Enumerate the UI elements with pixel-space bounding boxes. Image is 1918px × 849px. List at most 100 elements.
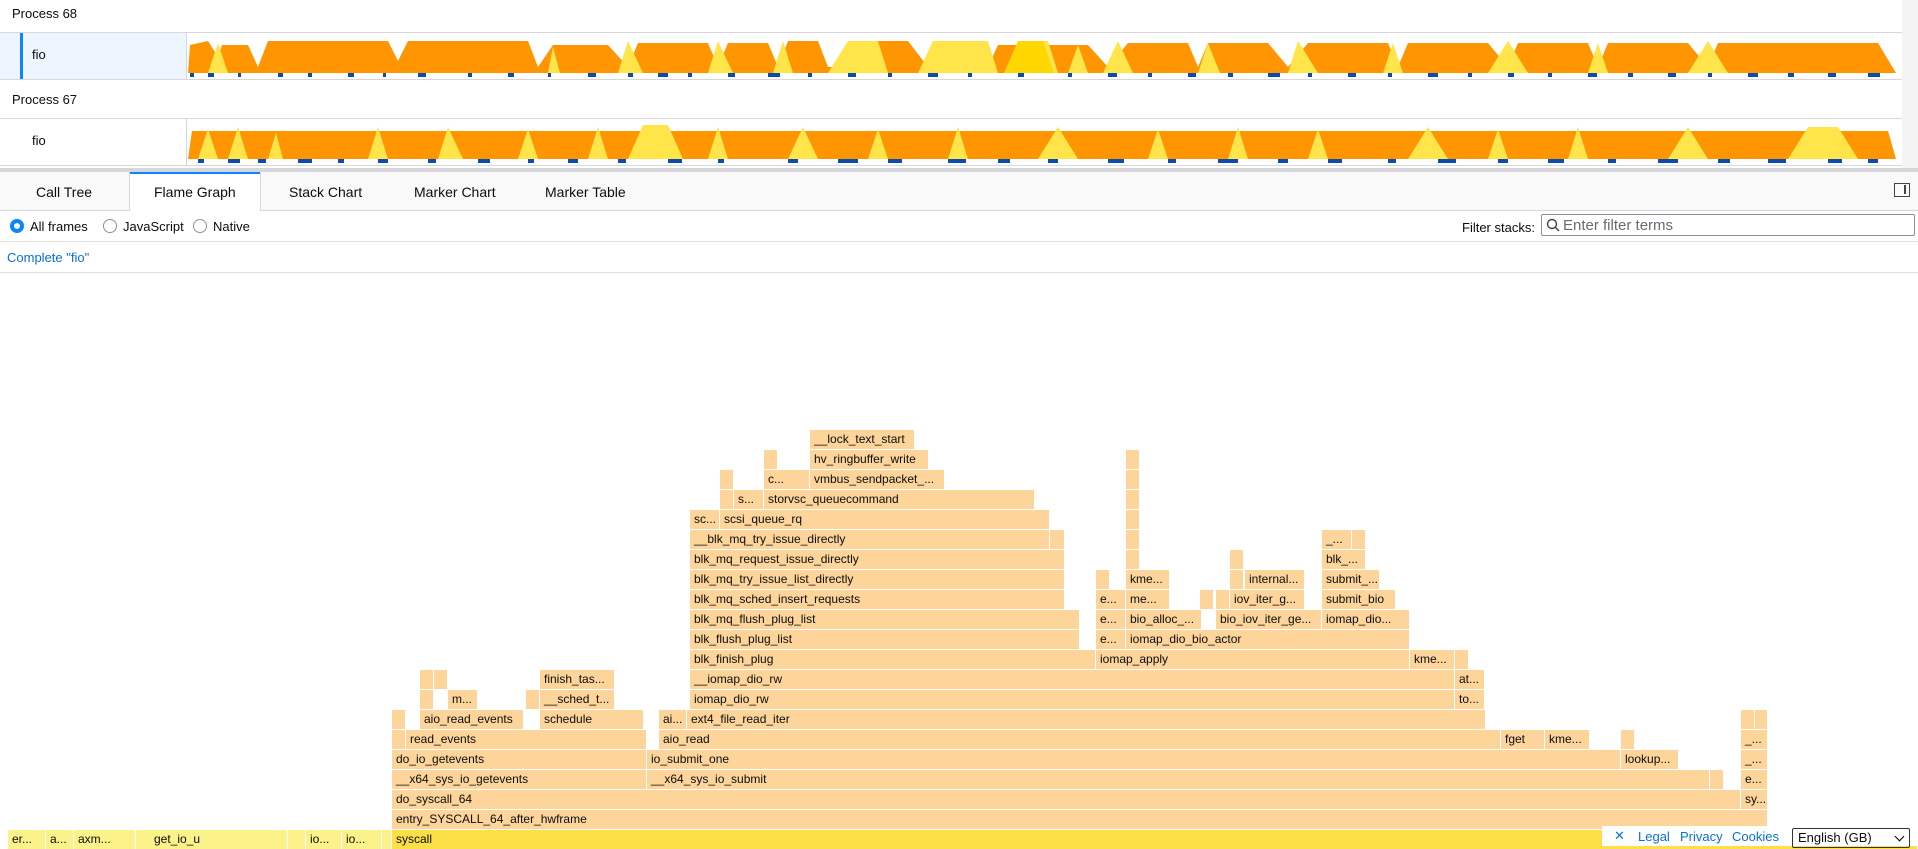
flame-frame[interactable]: iomap_dio_rw xyxy=(690,690,1455,709)
flame-frame[interactable]: io_submit_one xyxy=(647,750,1621,769)
tracks-scrollbar[interactable] xyxy=(1902,0,1918,170)
privacy-link[interactable]: Privacy xyxy=(1680,829,1723,844)
flame-frame[interactable]: a... xyxy=(46,830,74,849)
flame-frame[interactable]: finish_tas... xyxy=(540,670,615,689)
flame-frame[interactable]: __x64_sys_io_submit xyxy=(647,770,1710,789)
radio-checked-icon xyxy=(10,219,24,233)
flame-frame[interactable]: s... xyxy=(734,490,764,509)
flame-frame[interactable]: __x64_sys_io_getevents xyxy=(392,770,647,789)
flame-frame[interactable]: io... xyxy=(342,830,382,849)
tab-marker-table[interactable]: Marker Table xyxy=(545,184,626,200)
thread-activity-graph[interactable] xyxy=(188,123,1898,163)
flame-frame[interactable]: at... xyxy=(1455,670,1485,689)
flame-frame[interactable]: do_syscall_64 xyxy=(392,790,1741,809)
process-header[interactable]: Process 68 xyxy=(0,0,1902,33)
sidebar-toggle-icon[interactable] xyxy=(1894,183,1910,197)
legal-link[interactable]: Legal xyxy=(1638,829,1670,844)
flame-frame[interactable] xyxy=(288,830,306,849)
flame-frame[interactable]: __sched_t... xyxy=(540,690,615,709)
flame-frame[interactable]: ai... xyxy=(659,710,687,729)
flame-frame[interactable]: blk_flush_plug_list xyxy=(690,630,1080,649)
breadcrumb-item-root[interactable]: Complete "fio" xyxy=(7,250,90,265)
flame-frame[interactable]: blk_finish_plug xyxy=(690,650,1096,669)
language-select[interactable]: English (GB) xyxy=(1792,828,1910,848)
flame-frame[interactable]: kme... xyxy=(1410,650,1455,669)
flame-frame[interactable]: blk_mq_try_issue_list_directly xyxy=(690,570,1065,589)
flame-frame[interactable]: storvsc_queuecommand xyxy=(764,490,1035,509)
filter-stacks-input[interactable] xyxy=(1563,216,1903,234)
timeline-tracks: Process 68 fio Process 67 fio xyxy=(0,0,1902,170)
flame-frame[interactable] xyxy=(382,830,392,849)
flame-frame[interactable]: scsi_queue_rq xyxy=(720,510,1050,529)
thread-activity-graph[interactable] xyxy=(188,37,1898,77)
flame-frame[interactable]: __iomap_dio_rw xyxy=(690,670,1455,689)
flame-frame[interactable]: _... xyxy=(1322,530,1352,549)
flame-frame[interactable]: blk_... xyxy=(1322,550,1366,569)
flame-frame[interactable]: iomap_dio... xyxy=(1322,610,1410,629)
panel-splitter[interactable] xyxy=(0,168,1918,172)
flame-frame[interactable]: vmbus_sendpacket_... xyxy=(810,470,945,489)
flame-frame[interactable]: do_io_getevents xyxy=(392,750,647,769)
flame-frame[interactable]: sc... xyxy=(690,510,720,529)
flame-frame[interactable]: __lock_text_start xyxy=(810,430,915,449)
flame-frame[interactable]: kme... xyxy=(1126,570,1170,589)
flame-frame[interactable]: e... xyxy=(1096,630,1126,649)
flame-frame[interactable]: read_events xyxy=(406,730,647,749)
flame-frame[interactable]: kme... xyxy=(1545,730,1590,749)
flame-frame[interactable]: __blk_mq_try_issue_directly xyxy=(690,530,1050,549)
process-header[interactable]: Process 67 xyxy=(0,86,1902,119)
flame-frame[interactable]: e... xyxy=(1096,610,1126,629)
close-icon[interactable]: ✕ xyxy=(1614,828,1625,843)
flame-frame xyxy=(1200,590,1214,609)
flame-frame[interactable]: er... xyxy=(8,830,46,849)
filter-stacks-box[interactable] xyxy=(1541,214,1915,236)
flame-frame[interactable]: hv_ringbuffer_write xyxy=(810,450,929,469)
flame-frame[interactable]: blk_mq_flush_plug_list xyxy=(690,610,1080,629)
flame-frame[interactable]: submit_... xyxy=(1322,570,1380,589)
flame-frame[interactable]: bio_alloc_... xyxy=(1126,610,1202,629)
flame-frame[interactable]: sy... xyxy=(1741,790,1768,809)
tab-stack-chart[interactable]: Stack Chart xyxy=(289,184,363,200)
flame-frame[interactable]: blk_mq_request_issue_directly xyxy=(690,550,1065,569)
flame-frame[interactable]: blk_mq_sched_insert_requests xyxy=(690,590,1065,609)
thread-name: fio xyxy=(32,47,46,62)
thread-name: fio xyxy=(32,133,46,148)
tab-call-tree[interactable]: Call Tree xyxy=(36,184,93,200)
thread-track[interactable]: fio xyxy=(0,33,1902,80)
flame-frame[interactable]: aio_read_events xyxy=(420,710,524,729)
thread-label[interactable]: fio xyxy=(0,119,187,165)
flame-frame[interactable]: m... xyxy=(448,690,478,709)
flame-frame xyxy=(420,690,434,709)
flame-frame[interactable]: iov_iter_g... xyxy=(1230,590,1305,609)
flame-frame[interactable]: c... xyxy=(764,470,810,489)
flame-frame[interactable]: lookup... xyxy=(1621,750,1679,769)
flame-frame[interactable]: submit_bio xyxy=(1322,590,1396,609)
footer-bar: ✕ Legal Privacy Cookies English (GB) xyxy=(1602,826,1918,848)
flame-frame[interactable]: entry_SYSCALL_64_after_hwframe xyxy=(392,810,1768,829)
flame-frame[interactable]: bio_iov_iter_ge... xyxy=(1216,610,1322,629)
flame-frame[interactable]: me... xyxy=(1126,590,1170,609)
flame-frame xyxy=(420,670,434,689)
flame-frame[interactable]: get_io_u xyxy=(136,830,288,849)
tab-marker-chart[interactable]: Marker Chart xyxy=(414,184,496,200)
tab-flame-graph[interactable]: Flame Graph xyxy=(129,172,261,211)
flame-frame[interactable]: axm... xyxy=(74,830,136,849)
flame-frame[interactable]: ext4_file_read_iter xyxy=(687,710,1486,729)
cookies-link[interactable]: Cookies xyxy=(1732,829,1779,844)
flame-frame[interactable]: io... xyxy=(306,830,342,849)
flame-frame[interactable]: _... xyxy=(1741,730,1768,749)
flame-frame[interactable]: e... xyxy=(1096,590,1126,609)
thread-track[interactable]: fio xyxy=(0,119,1902,166)
flame-frame[interactable]: _... xyxy=(1741,750,1768,769)
flame-frame[interactable]: iomap_apply xyxy=(1096,650,1410,669)
flame-frame[interactable]: to... xyxy=(1455,690,1485,709)
flame-frame[interactable]: aio_read xyxy=(659,730,1501,749)
flame-frame[interactable]: internal... xyxy=(1245,570,1305,589)
flame-frame[interactable]: e... xyxy=(1741,770,1768,789)
flame-frame xyxy=(1126,470,1140,489)
flame-graph[interactable]: er... a... axm... get_io_u io... io... s… xyxy=(0,273,1918,849)
flame-frame[interactable]: schedule xyxy=(540,710,644,729)
flame-frame[interactable]: fget xyxy=(1501,730,1545,749)
flame-frame[interactable]: iomap_dio_bio_actor xyxy=(1126,630,1410,649)
thread-label[interactable]: fio xyxy=(0,33,187,79)
